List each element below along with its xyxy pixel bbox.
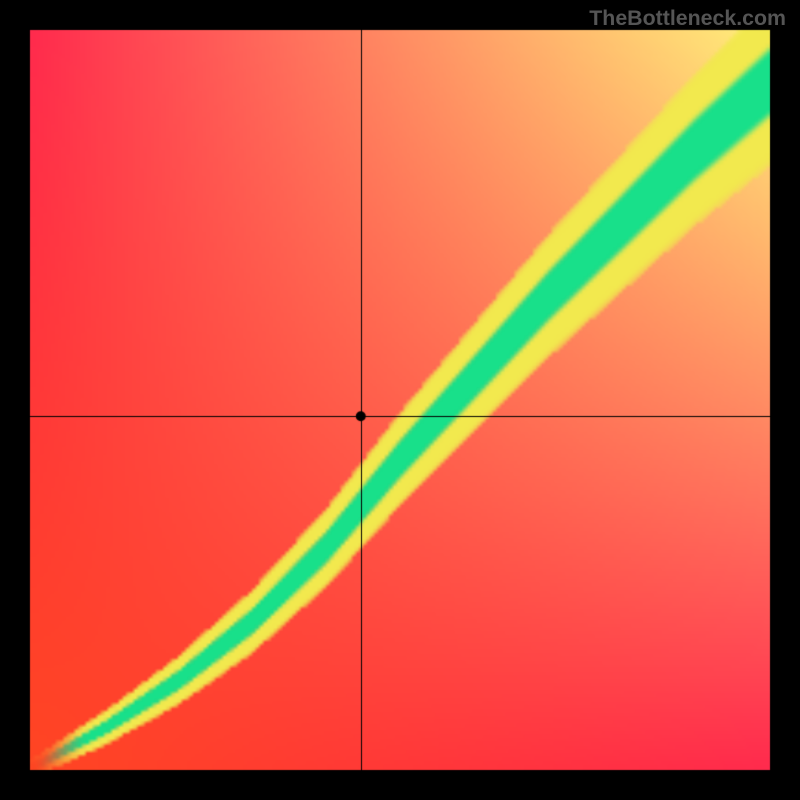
watermark-text: TheBottleneck.com (589, 6, 786, 31)
chart-container: TheBottleneck.com (0, 0, 800, 800)
heatmap-canvas (0, 0, 800, 800)
